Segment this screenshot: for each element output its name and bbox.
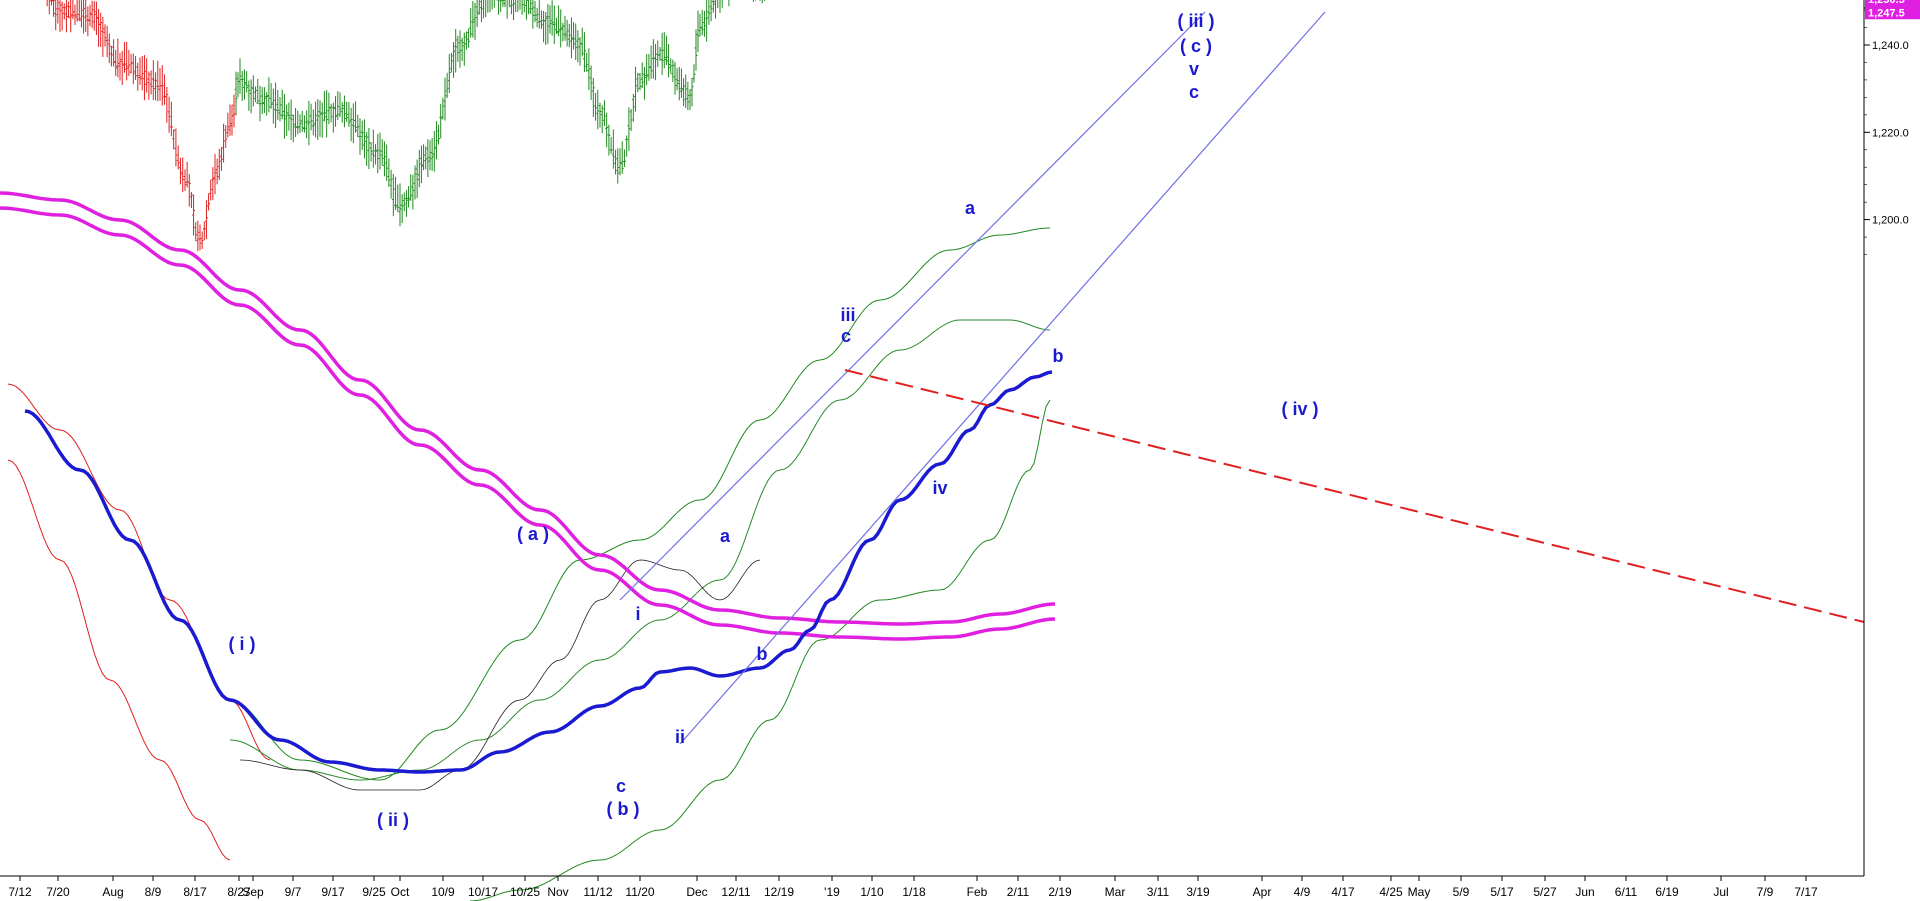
wave-label: b <box>757 644 768 664</box>
price-box-label: 1,250.5 <box>1868 0 1905 6</box>
x-tick-label: 1/10 <box>860 885 884 899</box>
x-tick-label: 9/25 <box>362 885 386 899</box>
x-tick-label: 12/11 <box>721 885 750 899</box>
x-tick-label: 2/11 <box>1007 885 1030 899</box>
wave-label: c <box>1189 82 1199 102</box>
moving-averages <box>0 191 1056 774</box>
x-tick-label: 4/17 <box>1331 885 1355 899</box>
wave-label: a <box>965 198 976 218</box>
x-tick-label: Nov <box>547 885 568 899</box>
wave-label: ( iv ) <box>1281 399 1318 419</box>
x-tick-label: 11/20 <box>625 885 654 899</box>
band-green-lower <box>469 399 1051 901</box>
y-tick-label: 1,220.0 <box>1872 127 1909 139</box>
x-tick-label: 2/19 <box>1048 885 1072 899</box>
price-series <box>46 0 765 252</box>
x-tick-label: 4/25 <box>1379 885 1403 899</box>
wave-label: b <box>1053 346 1064 366</box>
x-tick-label: Mar <box>1105 885 1126 899</box>
x-tick-label: Jul <box>1713 885 1728 899</box>
price-box-label: 1,247.5 <box>1868 7 1905 19</box>
x-tick-label: 12/19 <box>764 885 794 899</box>
x-tick-label: 10/9 <box>431 885 455 899</box>
ma-magenta-upper <box>0 191 1056 626</box>
y-tick-label: 1,200.0 <box>1872 215 1909 227</box>
x-tick-label: 3/19 <box>1186 885 1210 899</box>
wave-label: v <box>1189 59 1199 79</box>
x-tick-label: 9/17 <box>321 885 345 899</box>
wave-label: ( c ) <box>1180 36 1212 56</box>
channel-lower-line <box>679 11 1326 745</box>
x-tick-label: 8/27 <box>227 885 251 899</box>
x-tick-label: 6/11 <box>1615 885 1638 899</box>
x-tick-label: 9/7 <box>285 885 302 899</box>
wave-label: ii <box>675 727 685 747</box>
x-tick-label: Feb <box>967 885 988 899</box>
x-tick-label: 6/19 <box>1655 885 1679 899</box>
y-tick-label: 1,240.0 <box>1872 40 1909 52</box>
x-tick-label: Apr <box>1253 885 1272 899</box>
x-tick-label: Dec <box>686 885 707 899</box>
x-tick-label: May <box>1408 885 1431 899</box>
wave-label: a <box>720 526 731 546</box>
ma-magenta-lower <box>0 206 1056 641</box>
wave-label: ( ii ) <box>377 810 409 830</box>
channel-upper-line <box>619 11 1206 601</box>
x-tick-label: 4/9 <box>1294 885 1311 899</box>
channel-lines <box>619 11 1865 745</box>
x-tick-label: 7/9 <box>1757 885 1774 899</box>
x-tick-label: '19 <box>824 885 840 899</box>
x-tick-label: 10/25 <box>510 885 540 899</box>
trend-line-red <box>844 369 1865 623</box>
wave-label: ( i ) <box>229 634 256 654</box>
wave-label: iv <box>932 478 947 498</box>
band-green-upper <box>229 227 1051 781</box>
wave-label: c <box>616 776 626 796</box>
x-tick-label: 5/9 <box>1453 885 1470 899</box>
price-box <box>1865 0 1920 7</box>
x-tick-label: 8/17 <box>183 885 207 899</box>
wave-label: ( iii ) <box>1178 11 1215 31</box>
x-tick-label: 1/18 <box>902 885 926 899</box>
x-tick-label: 8/9 <box>145 885 162 899</box>
x-tick-label: 7/12 <box>8 885 32 899</box>
band-red-lower <box>7 459 231 861</box>
band-green-mid <box>229 319 1051 781</box>
x-tick-label: 5/17 <box>1490 885 1514 899</box>
wave-label: i <box>635 604 640 624</box>
ma-blue <box>24 370 1053 774</box>
x-tick-label: Oct <box>391 885 410 899</box>
x-tick-label: Sep <box>242 885 264 899</box>
x-tick-label: 10/17 <box>468 885 498 899</box>
x-tick-label: 11/12 <box>583 885 612 899</box>
x-tick-label: Jun <box>1575 885 1594 899</box>
x-tick-label: 5/27 <box>1533 885 1557 899</box>
wave-label: ( b ) <box>607 799 640 819</box>
bands <box>7 227 1051 901</box>
price-box <box>1865 5 1920 20</box>
x-tick-label: 7/20 <box>46 885 70 899</box>
wave-label: c <box>841 326 851 346</box>
band-black <box>239 559 761 791</box>
x-tick-label: 7/17 <box>1794 885 1818 899</box>
wave-label: iii <box>840 305 855 325</box>
x-tick-label: 3/11 <box>1147 885 1170 899</box>
x-tick-label: Aug <box>102 885 123 899</box>
wave-label: ( a ) <box>517 524 549 544</box>
